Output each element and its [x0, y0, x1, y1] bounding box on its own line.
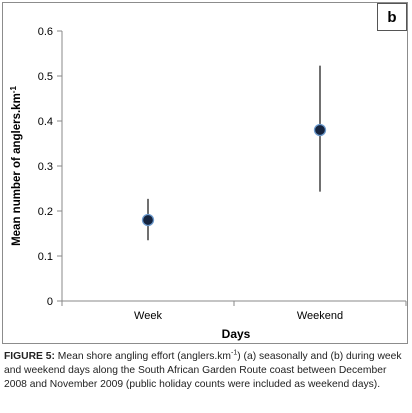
- caption-text-1: Mean shore angling effort (anglers.km: [54, 351, 232, 362]
- data-points: [141, 123, 327, 227]
- data-point: [141, 213, 155, 227]
- x-tick-label: Weekend: [297, 310, 343, 322]
- caption-label: FIGURE 5:: [4, 351, 55, 362]
- y-tick-label: 0.5: [38, 71, 53, 83]
- figure-caption: FIGURE 5: Mean shore angling effort (ang…: [4, 350, 408, 392]
- y-tick-label: 0.4: [38, 116, 53, 128]
- y-tick-label: 0: [47, 296, 53, 308]
- panel-label: b: [377, 3, 407, 31]
- x-axis-label: Days: [222, 327, 251, 341]
- y-tick-label: 0.3: [38, 161, 53, 173]
- y-tick-label: 0.6: [38, 26, 53, 38]
- error-bars: [147, 65, 321, 241]
- chart-frame: [2, 2, 408, 344]
- axes: [61, 31, 406, 302]
- y-ticks: 0 0.1 0.2 0.3 0.4 0.5 0.6: [38, 26, 62, 308]
- data-point: [313, 123, 327, 137]
- x-ticks: Week Weekend: [61, 301, 407, 322]
- scatter-chart: 0 0.1 0.2 0.3 0.4 0.5 0.6 Week Weekend Days Mea…: [9, 26, 407, 341]
- y-tick-label: 0.2: [38, 206, 53, 218]
- caption-sup: -1: [231, 349, 238, 357]
- x-tick-label: Week: [134, 310, 162, 322]
- y-tick-label: 0.1: [38, 251, 53, 263]
- y-axis-label-text: Mean number of anglers.km: [11, 93, 23, 246]
- y-axis-label-sup: -1: [9, 86, 18, 94]
- y-axis-label: Mean number of anglers.km-1: [9, 86, 23, 246]
- caption-text-2: ) (a) seasonally and (b) during week and…: [4, 351, 402, 390]
